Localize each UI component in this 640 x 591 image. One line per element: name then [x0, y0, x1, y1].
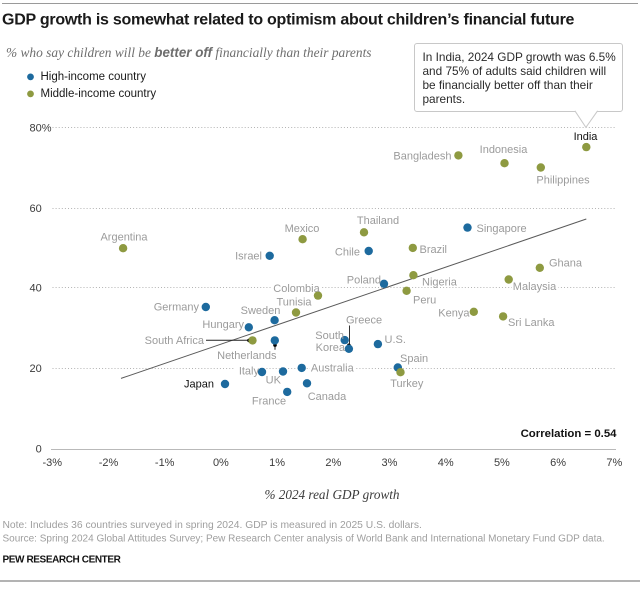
- svg-text:20: 20: [30, 363, 42, 375]
- svg-text:Italy: Italy: [239, 366, 260, 378]
- svg-text:South: South: [315, 330, 344, 342]
- svg-text:40: 40: [30, 283, 42, 295]
- svg-text:Germany: Germany: [154, 302, 200, 314]
- svg-text:0%: 0%: [213, 457, 229, 469]
- svg-text:Malaysia: Malaysia: [513, 281, 557, 293]
- svg-text:Sri Lanka: Sri Lanka: [508, 317, 555, 329]
- svg-text:Middle-income country: Middle-income country: [41, 88, 157, 100]
- svg-text:Peru: Peru: [413, 295, 436, 307]
- svg-text:India: India: [574, 131, 599, 143]
- svg-text:Argentina: Argentina: [100, 232, 148, 244]
- svg-text:Bangladesh: Bangladesh: [393, 151, 451, 163]
- svg-text:South Africa: South Africa: [145, 335, 205, 347]
- svg-text:Korea: Korea: [316, 342, 346, 354]
- svg-text:be financially better off than: be financially better off than their: [423, 78, 593, 92]
- svg-text:Israel: Israel: [235, 251, 262, 263]
- svg-text:Note: Includes 36 countries su: Note: Includes 36 countries surveyed in …: [3, 520, 422, 531]
- svg-text:5%: 5%: [494, 457, 510, 469]
- svg-text:Australia: Australia: [311, 363, 355, 375]
- svg-text:Singapore: Singapore: [477, 223, 527, 235]
- svg-text:Nigeria: Nigeria: [422, 277, 458, 289]
- svg-text:2%: 2%: [325, 457, 341, 469]
- svg-text:Brazil: Brazil: [420, 244, 448, 256]
- svg-text:Greece: Greece: [346, 315, 382, 327]
- svg-text:Japan: Japan: [184, 379, 214, 391]
- svg-text:1%: 1%: [269, 457, 285, 469]
- svg-text:High-income country: High-income country: [41, 71, 147, 83]
- svg-text:-1%: -1%: [155, 457, 175, 469]
- svg-text:% 2024 real GDP growth: % 2024 real GDP growth: [264, 487, 399, 502]
- svg-text:Kenya: Kenya: [438, 308, 470, 320]
- svg-text:Source: Spring 2024 Global Att: Source: Spring 2024 Global Attitudes Sur…: [3, 534, 605, 545]
- svg-text:7%: 7%: [606, 457, 622, 469]
- svg-text:In India, 2024 GDP growth was: In India, 2024 GDP growth was 6.5%: [423, 50, 617, 64]
- svg-text:Colombia: Colombia: [273, 283, 320, 295]
- svg-text:3%: 3%: [382, 457, 398, 469]
- svg-text:Poland: Poland: [347, 275, 381, 287]
- svg-text:4%: 4%: [438, 457, 454, 469]
- svg-text:Sweden: Sweden: [241, 305, 281, 317]
- svg-text:France: France: [252, 396, 286, 408]
- svg-text:Canada: Canada: [308, 391, 347, 403]
- svg-text:0: 0: [36, 444, 42, 456]
- svg-text:Philippines: Philippines: [536, 175, 590, 187]
- svg-text:PEW RESEARCH CENTER: PEW RESEARCH CENTER: [3, 554, 122, 565]
- svg-text:-3%: -3%: [43, 457, 63, 469]
- svg-text:Spain: Spain: [400, 353, 428, 365]
- svg-text:Indonesia: Indonesia: [480, 144, 529, 156]
- svg-text:and 75% of adults said childre: and 75% of adults said children will: [423, 64, 607, 78]
- svg-text:-2%: -2%: [99, 457, 119, 469]
- svg-text:parents.: parents.: [423, 92, 466, 106]
- svg-text:6%: 6%: [550, 457, 566, 469]
- svg-text:U.S.: U.S.: [385, 334, 406, 346]
- svg-text:% who say children will be bet: % who say children will be better off fi…: [6, 45, 372, 60]
- svg-text:Correlation = 0.54: Correlation = 0.54: [521, 428, 618, 440]
- svg-text:Tunisia: Tunisia: [276, 297, 312, 309]
- svg-text:Hungary: Hungary: [202, 319, 244, 331]
- svg-text:UK: UK: [266, 375, 282, 387]
- svg-text:Thailand: Thailand: [357, 215, 399, 227]
- svg-text:Netherlands: Netherlands: [217, 350, 277, 362]
- svg-text:Turkey: Turkey: [390, 378, 424, 390]
- svg-text:Mexico: Mexico: [285, 223, 320, 235]
- svg-text:Ghana: Ghana: [549, 258, 583, 270]
- svg-text:80%: 80%: [30, 123, 52, 135]
- svg-text:60: 60: [30, 203, 42, 215]
- svg-text:GDP growth is somewhat related: GDP growth is somewhat related to optimi…: [2, 12, 575, 29]
- svg-text:Chile: Chile: [335, 247, 360, 259]
